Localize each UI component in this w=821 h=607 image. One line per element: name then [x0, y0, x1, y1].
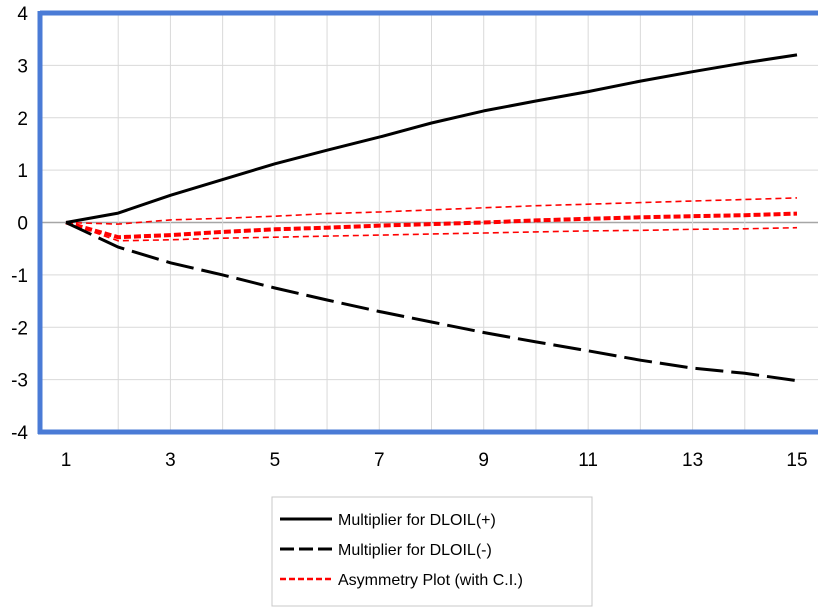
- legend-label: Multiplier for DLOIL(+): [338, 512, 496, 529]
- y-tick-label: 2: [17, 109, 28, 130]
- y-tick-label: 3: [17, 56, 28, 77]
- x-axis-tick-labels: 1 3 5 7 9 11 13 15: [61, 450, 808, 471]
- plot-frame: [37, 10, 818, 435]
- x-tick-label: 5: [270, 450, 281, 471]
- negative-multiplier-line: [65, 221, 798, 383]
- x-tick-label: 13: [682, 450, 703, 471]
- y-tick-label: 0: [17, 214, 28, 235]
- grid: [40, 13, 818, 432]
- legend-label: Multiplier for DLOIL(-): [338, 542, 492, 559]
- x-tick-label: 9: [478, 450, 489, 471]
- y-tick-label: 4: [17, 4, 28, 25]
- positive-multiplier-line: [65, 53, 798, 224]
- legend: Multiplier for DLOIL(+) Multiplier for DL…: [271, 496, 593, 607]
- x-tick-label: 3: [165, 450, 176, 471]
- x-tick-label: 7: [374, 450, 385, 471]
- plot-lines: [65, 53, 798, 383]
- y-axis-tick-labels: 4 3 2 1 0 -1 -2 -3 -4: [11, 4, 28, 444]
- x-tick-label: 15: [786, 450, 807, 471]
- asymmetry-lower-ci-line: [65, 221, 798, 242]
- legend-box: [271, 496, 593, 607]
- legend-label: Asymmetry Plot (with C.I.): [338, 572, 523, 589]
- y-tick-label: -1: [11, 266, 28, 287]
- y-tick-label: -3: [11, 371, 28, 392]
- y-tick-label: -2: [11, 318, 28, 339]
- asymmetry-upper-ci-line: [65, 197, 798, 225]
- asymmetry-line: [65, 211, 798, 240]
- x-tick-label: 1: [61, 450, 72, 471]
- y-tick-label: -4: [11, 423, 28, 444]
- x-tick-label: 11: [578, 450, 598, 471]
- y-tick-label: 1: [17, 161, 28, 182]
